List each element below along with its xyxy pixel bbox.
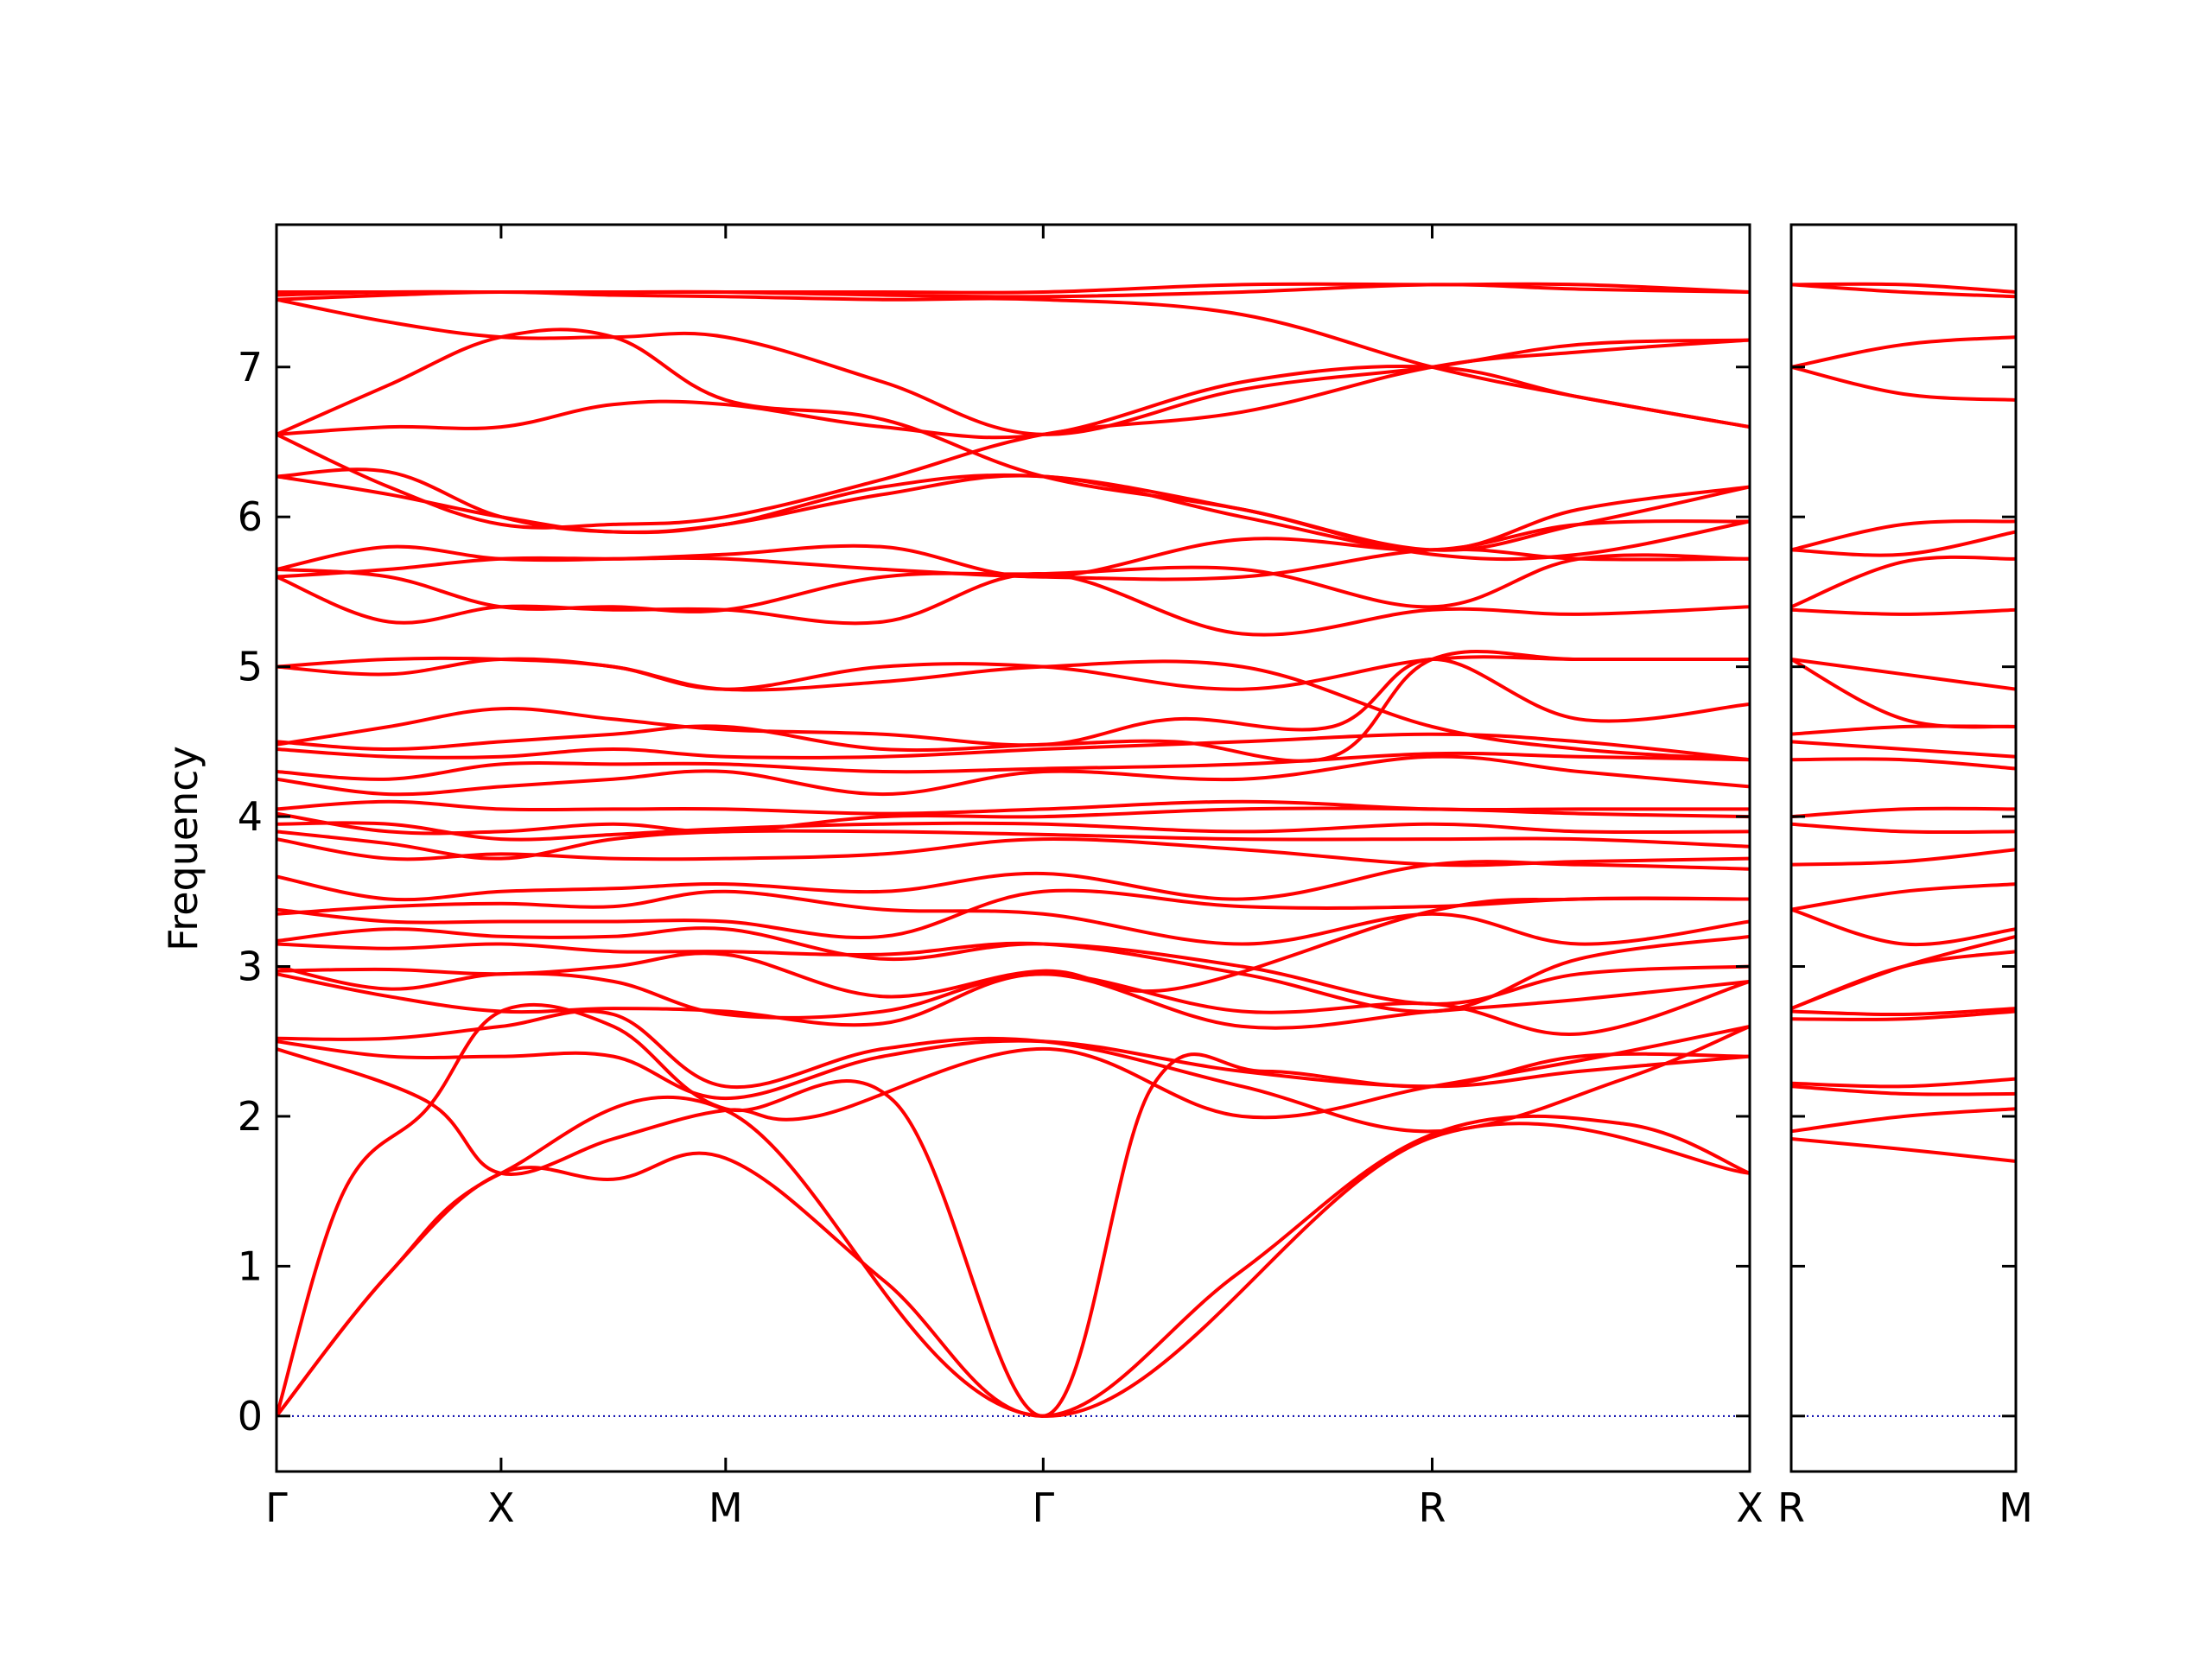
y-tick-label: 7	[238, 344, 263, 391]
main-band-32	[276, 467, 1750, 562]
right-band-18	[1791, 658, 2016, 691]
main-band-26	[276, 656, 1750, 762]
main-band-11	[276, 926, 1750, 1006]
main-band-15	[276, 837, 1750, 868]
right-band-9	[1791, 907, 2016, 947]
main-x-tick-label: X	[487, 1484, 515, 1531]
right-band-1	[1791, 1137, 2016, 1163]
y-tick-label: 0	[238, 1393, 263, 1440]
right-band-19	[1791, 607, 2016, 616]
y-tick-label: 4	[238, 793, 263, 840]
main-x-tick-label: X	[1736, 1484, 1764, 1531]
right-band-24	[1791, 335, 2016, 369]
main-x-tick-label: Γ	[265, 1484, 288, 1531]
right-band-6	[1791, 1007, 2016, 1017]
right-band-14	[1791, 757, 2016, 771]
main-band-6	[276, 1009, 1750, 1134]
main-tick-labels: 0 1 2 3 4 5 6 7 Γ X M Γ R X	[238, 344, 1764, 1531]
right-axes-frame	[1789, 223, 2018, 1473]
main-ticks	[275, 225, 1751, 1471]
right-band-4	[1791, 1077, 2016, 1089]
panel-main: 0 1 2 3 4 5 6 7 Γ X M Γ R X	[238, 223, 1764, 1531]
main-band-22	[276, 732, 1750, 762]
right-band-22	[1791, 519, 2016, 552]
right-band-11	[1791, 848, 2016, 867]
main-axes-frame	[275, 223, 1751, 1473]
main-x-tick-label: R	[1419, 1484, 1446, 1531]
main-band-9	[276, 896, 1750, 999]
right-band-3	[1791, 1084, 2016, 1096]
right-band-21	[1791, 530, 2016, 557]
y-tick-label: 6	[238, 493, 263, 540]
right-x-tick-label: R	[1777, 1484, 1805, 1531]
main-band-4	[276, 1024, 1750, 1176]
right-band-20	[1791, 555, 2016, 609]
right-band-25	[1791, 283, 2016, 299]
main-band-19	[276, 799, 1750, 816]
y-tick-label: 3	[238, 944, 263, 990]
main-band-34	[276, 365, 1750, 440]
main-band-16	[276, 829, 1750, 861]
main-band-2	[276, 1114, 1750, 1418]
main-band-36	[276, 297, 1750, 436]
main-x-tick-label: Γ	[1033, 1484, 1055, 1531]
right-band-8	[1791, 950, 2016, 1011]
y-tick-label: 2	[238, 1093, 263, 1140]
main-band-21	[276, 751, 1750, 781]
main-band-17	[276, 821, 1750, 842]
right-band-23	[1791, 365, 2016, 402]
main-x-tick-label: M	[709, 1484, 743, 1531]
main-band-20	[276, 754, 1750, 797]
right-x-tick-label: M	[1999, 1484, 2033, 1531]
main-band-5	[276, 1039, 1750, 1101]
right-band-17	[1791, 658, 2016, 729]
right-band-12	[1791, 822, 2016, 835]
right-band-2	[1791, 1107, 2016, 1134]
main-band-7	[276, 972, 1750, 1030]
right-band-10	[1791, 882, 2016, 912]
right-band-26	[1791, 282, 2016, 294]
right-ticks	[1789, 225, 2018, 1471]
main-band-13	[276, 888, 1750, 939]
right-band-lines	[1791, 282, 2016, 1417]
y-axis-label: Frequency	[160, 746, 207, 951]
y-tick-label: 5	[238, 644, 263, 690]
main-band-lines	[276, 282, 1750, 1418]
main-band-39	[276, 282, 1750, 295]
right-band-5	[1791, 1009, 2016, 1021]
main-band-14	[276, 860, 1750, 902]
y-tick-label: 1	[238, 1243, 263, 1289]
right-band-15	[1791, 740, 2016, 759]
main-band-24	[276, 650, 1750, 763]
right-band-13	[1791, 806, 2016, 819]
main-band-30	[276, 519, 1750, 579]
main-band-12	[276, 889, 1750, 946]
